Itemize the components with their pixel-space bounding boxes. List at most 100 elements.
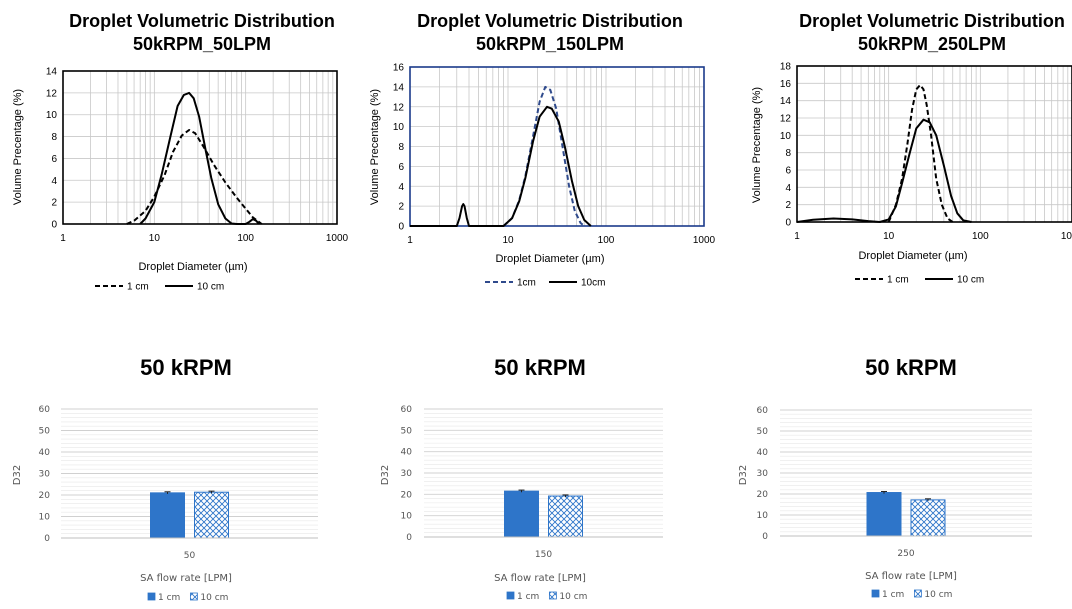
y-tick-label: 50 [757, 427, 769, 437]
legend-label: 10 cm [200, 593, 228, 603]
y-tick-label: 60 [757, 406, 769, 416]
legend-label: 1cm [517, 278, 536, 289]
line-chart-150lpm-svg: Droplet Volumetric Distribution 50kRPM_1… [369, 11, 716, 289]
y-tick-label: 12 [780, 114, 792, 125]
y-tick-label: 16 [393, 63, 405, 74]
chart-subtitle: 50kRPM_250LPM [858, 34, 1006, 54]
bar-chart-250lpm-svg: 50 kRPM 0 10 20 30 40 50 60 250 SA flow rate [L… [738, 355, 1032, 600]
y-tick-label: 6 [785, 166, 791, 177]
y-tick-label: 0 [406, 533, 412, 543]
y-tick-label: 6 [51, 154, 57, 165]
y-axis-label: D32 [738, 465, 749, 485]
y-tick-label: 8 [51, 132, 57, 143]
y-tick-label: 8 [785, 148, 791, 159]
y-tick-label: 0 [44, 534, 50, 544]
y-tick-label: 20 [401, 490, 413, 500]
bar-chart-250lpm: 50 kRPM 0 10 20 30 40 50 60 250 SA flow rate [L… [714, 330, 1072, 609]
y-tick-label: 40 [39, 448, 51, 458]
x-tick-label: 1000 [693, 235, 716, 246]
y-tick-label: 2 [51, 198, 57, 209]
y-tick-label: 0 [398, 222, 404, 233]
bar-chart-50lpm: 50 kRPM 0 10 20 30 40 50 60 50 SA flow rate [LP… [0, 330, 357, 609]
plot-frame [796, 65, 1072, 223]
x-tick-label: 100 [237, 233, 254, 244]
legend-swatch [871, 589, 880, 598]
bar-chart-50lpm-svg: 50 kRPM 0 10 20 30 40 50 60 50 SA flow rate [LP… [12, 355, 318, 603]
plot-frame [409, 66, 705, 227]
y-axis-label: Volume Precentage (%) [12, 89, 24, 205]
y-tick-label: 10 [393, 122, 405, 133]
x-tick-label: 1 [407, 235, 413, 246]
x-tick-label: 10 [502, 235, 514, 246]
legend-swatch [189, 592, 198, 601]
bar-1 [194, 491, 229, 539]
y-tick-label: 4 [785, 183, 791, 194]
legend-label: 1 cm [127, 282, 149, 293]
x-category-label: 250 [897, 549, 914, 559]
x-tick-label: 100 [972, 231, 989, 242]
y-tick-label: 30 [757, 469, 769, 479]
y-tick-label: 4 [398, 182, 404, 193]
chart-subtitle: 50kRPM_150LPM [476, 34, 624, 54]
y-tick-label: 60 [401, 405, 413, 415]
y-tick-label: 2 [785, 200, 791, 211]
chart-subtitle: 50kRPM_50LPM [133, 34, 271, 54]
y-tick-label: 0 [762, 532, 768, 542]
bar-1 [548, 495, 583, 538]
y-tick-label: 50 [401, 426, 413, 436]
legend-label: 1 cm [882, 590, 904, 600]
x-category-label: 150 [535, 550, 552, 560]
y-tick-label: 10 [780, 131, 792, 142]
series-line-1 [796, 118, 972, 223]
y-tick-label: 12 [46, 88, 58, 99]
x-axis-label: Droplet Diameter (µm) [858, 250, 967, 262]
y-tick-label: 6 [398, 162, 404, 173]
y-tick-label: 40 [401, 448, 413, 458]
y-tick-label: 50 [39, 427, 51, 437]
y-axis-label: Volume Precentage (%) [369, 89, 381, 205]
bar-1 [910, 499, 946, 537]
line-chart-50lpm-svg: Droplet Volumetric Distribution 50kRPM_5… [12, 11, 349, 293]
bar-chart-150lpm: 50 kRPM 0 10 20 30 40 50 60 150 SA flow rate [L… [357, 330, 714, 609]
x-tick-label: 1000 [326, 233, 349, 244]
x-category-label: 50 [184, 551, 196, 561]
line-chart-250lpm-svg: Droplet Volumetric Distribution 50kRPM_2… [751, 11, 1072, 286]
y-tick-label: 10 [39, 513, 51, 523]
legend-swatch [147, 592, 156, 601]
x-tick-label: 1000 [1061, 231, 1072, 242]
line-chart-50lpm: Droplet Volumetric Distribution 50kRPM_5… [0, 0, 357, 305]
x-axis-label: SA flow rate [LPM] [140, 573, 232, 584]
chart-title: Droplet Volumetric Distribution [799, 11, 1065, 31]
y-tick-label: 18 [780, 62, 792, 73]
legend-label: 1 cm [517, 592, 539, 602]
legend-label: 10 cm [559, 592, 587, 602]
x-tick-label: 100 [598, 235, 615, 246]
x-tick-label: 10 [149, 233, 161, 244]
y-tick-label: 10 [401, 512, 413, 522]
y-tick-label: 40 [757, 448, 769, 458]
plot-frame [62, 70, 338, 225]
y-tick-label: 30 [39, 470, 51, 480]
x-axis-label: SA flow rate [LPM] [494, 573, 586, 584]
y-tick-label: 20 [39, 491, 51, 501]
chart-title: Droplet Volumetric Distribution [69, 11, 335, 31]
x-axis-label: Droplet Diameter (µm) [495, 253, 604, 265]
legend-label: 10 cm [924, 590, 952, 600]
legend-swatch [548, 591, 557, 600]
y-tick-label: 16 [780, 79, 792, 90]
line-chart-250lpm: Droplet Volumetric Distribution 50kRPM_2… [714, 0, 1072, 305]
x-tick-label: 1 [794, 231, 800, 242]
y-tick-label: 14 [46, 67, 58, 78]
y-tick-label: 8 [398, 142, 404, 153]
y-tick-label: 2 [398, 202, 404, 213]
y-tick-label: 30 [401, 469, 413, 479]
y-axis-label: D32 [12, 465, 23, 485]
y-tick-label: 20 [757, 490, 769, 500]
y-axis-label: Volume Precentage (%) [751, 87, 763, 203]
y-tick-label: 10 [757, 511, 769, 521]
y-tick-label: 10 [46, 110, 58, 121]
y-tick-label: 14 [780, 96, 792, 107]
legend-label: 1 cm [158, 593, 180, 603]
x-axis-label: Droplet Diameter (µm) [138, 261, 247, 273]
bar-0 [866, 492, 902, 537]
